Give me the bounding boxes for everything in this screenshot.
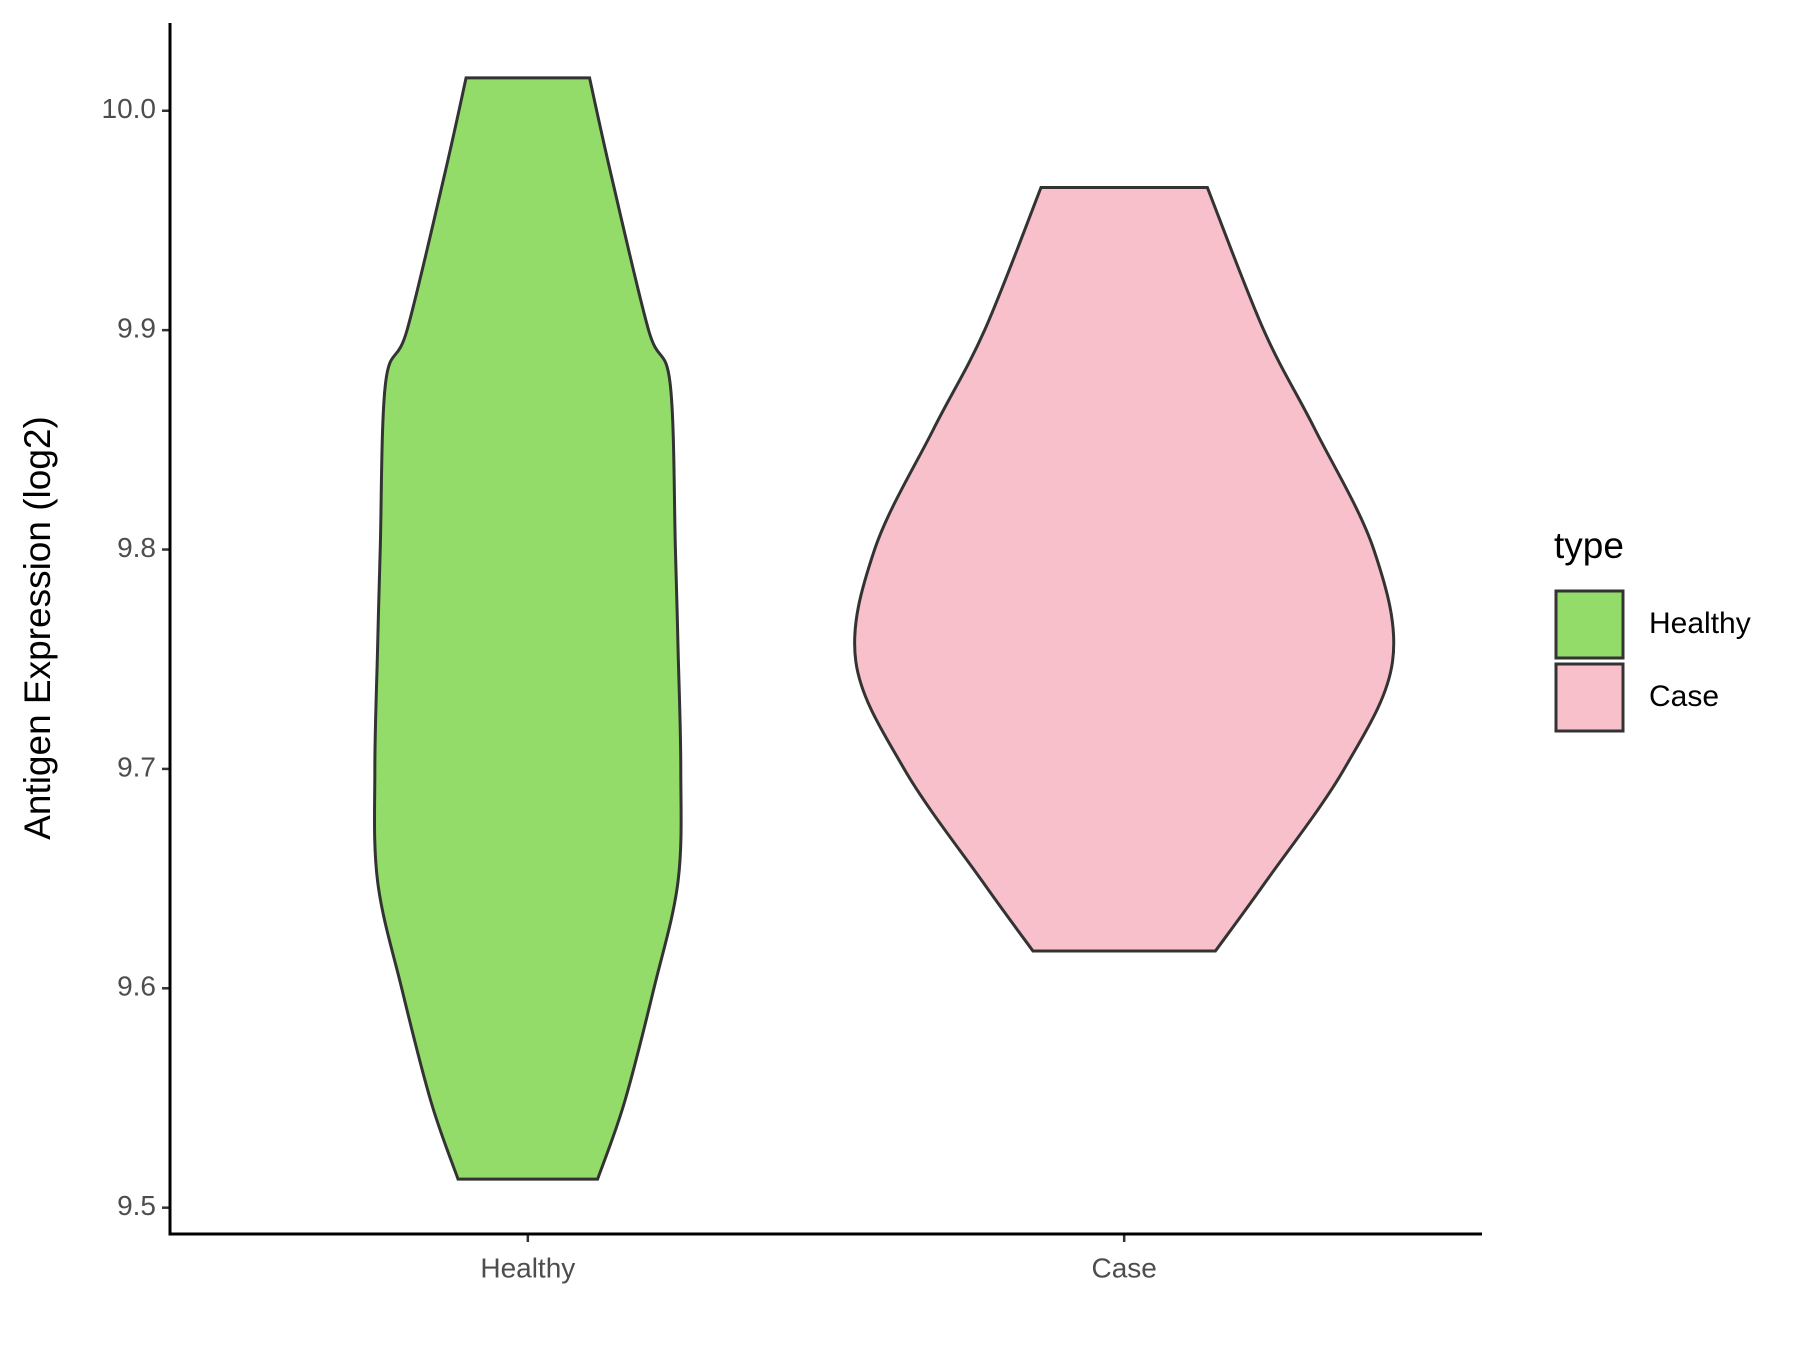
legend-key: [1554, 589, 1625, 660]
x-tick-label: Healthy: [480, 1252, 575, 1283]
legend-label: Case: [1649, 680, 1719, 713]
x-tick-label: Case: [1091, 1252, 1156, 1283]
violin: [372, 76, 683, 1181]
legend-key: [1554, 662, 1625, 733]
y-tick-label: 9.6: [117, 971, 156, 1002]
y-tick-label: 10.0: [102, 93, 157, 124]
y-tick-label: 9.5: [117, 1190, 156, 1221]
violin: [853, 186, 1396, 953]
y-tick-label: 9.9: [117, 313, 156, 344]
y-tick-label: 9.7: [117, 751, 156, 782]
legend-title: type: [1554, 525, 1624, 566]
y-axis-label: Antigen Expression (log2): [17, 416, 58, 840]
y-tick-label: 9.8: [117, 532, 156, 563]
legend-label: Healthy: [1649, 607, 1751, 640]
